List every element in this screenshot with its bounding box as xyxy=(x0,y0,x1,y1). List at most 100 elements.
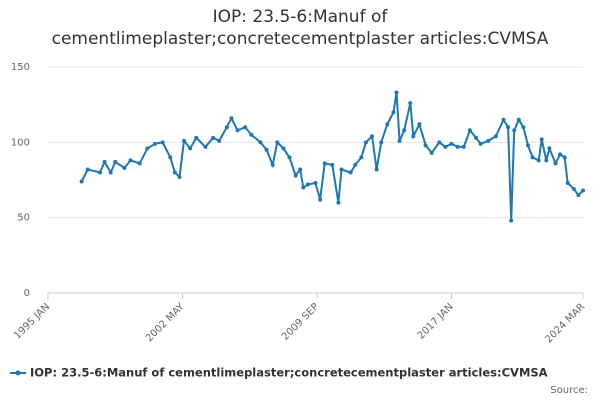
point xyxy=(313,181,318,186)
point xyxy=(385,122,390,127)
point xyxy=(437,140,442,145)
point xyxy=(455,144,460,149)
point xyxy=(562,155,567,160)
point xyxy=(402,128,407,133)
point xyxy=(128,158,133,163)
point xyxy=(478,141,483,146)
point xyxy=(235,128,240,133)
point xyxy=(486,138,491,143)
x-tick-label: 1995 JAN xyxy=(12,301,52,341)
point xyxy=(443,144,448,149)
point xyxy=(160,140,165,145)
point xyxy=(512,128,517,133)
point xyxy=(287,155,292,160)
point xyxy=(275,140,280,145)
point xyxy=(182,138,187,143)
point xyxy=(203,144,208,149)
point xyxy=(188,146,193,151)
point xyxy=(509,218,514,223)
point xyxy=(85,167,90,172)
chart-title: IOP: 23.5-6:Manuf of xyxy=(213,7,389,27)
point xyxy=(301,185,306,190)
point xyxy=(359,155,364,160)
point xyxy=(298,167,303,172)
point xyxy=(370,134,375,139)
point xyxy=(258,140,263,145)
y-tick-label: 0 xyxy=(24,288,30,299)
point xyxy=(394,90,399,95)
point xyxy=(474,135,478,140)
point xyxy=(553,161,558,166)
point xyxy=(145,146,150,151)
point xyxy=(353,162,358,167)
point xyxy=(467,128,472,133)
point xyxy=(108,170,113,175)
x-tick-label: 2024 MAR xyxy=(543,301,587,345)
point xyxy=(177,174,182,179)
point xyxy=(322,161,327,166)
y-tick-label: 150 xyxy=(11,62,30,73)
point xyxy=(493,134,498,139)
point xyxy=(243,125,248,130)
point xyxy=(374,167,379,172)
point xyxy=(79,179,84,184)
point xyxy=(270,162,275,167)
legend-marker xyxy=(15,370,21,376)
point xyxy=(229,116,234,121)
point xyxy=(544,158,549,163)
point xyxy=(576,193,581,198)
point xyxy=(530,155,535,160)
point xyxy=(429,150,434,155)
point xyxy=(168,155,173,160)
y-tick-label: 100 xyxy=(11,137,30,148)
point xyxy=(417,122,422,127)
legend-label: IOP: 23.5-6:Manuf of cementlimeplaster;c… xyxy=(30,366,548,380)
point xyxy=(411,134,416,139)
point xyxy=(97,170,102,175)
y-tick-label: 50 xyxy=(17,213,30,224)
point xyxy=(525,143,530,148)
point xyxy=(339,167,344,172)
point xyxy=(172,170,177,175)
point xyxy=(348,170,353,175)
point xyxy=(565,181,570,186)
point xyxy=(336,200,341,205)
x-tick-label: 2009 SEP xyxy=(280,301,321,342)
point xyxy=(461,144,466,149)
point xyxy=(581,188,585,193)
point xyxy=(391,110,396,115)
point xyxy=(249,132,254,137)
point xyxy=(539,137,544,142)
point xyxy=(122,165,127,170)
point xyxy=(397,138,402,143)
point xyxy=(153,141,157,146)
point xyxy=(113,159,118,164)
point xyxy=(408,101,413,106)
point xyxy=(501,117,506,122)
point xyxy=(293,173,298,178)
point xyxy=(558,152,563,157)
point xyxy=(536,158,541,163)
point xyxy=(102,159,107,164)
point xyxy=(264,147,269,152)
point xyxy=(423,143,428,148)
point xyxy=(379,140,384,145)
point xyxy=(516,117,521,122)
point xyxy=(217,138,222,143)
point xyxy=(305,182,310,187)
point xyxy=(137,161,142,166)
point xyxy=(318,197,323,202)
point xyxy=(547,146,552,151)
point xyxy=(449,141,454,146)
source: Source: xyxy=(550,385,588,396)
point xyxy=(281,146,286,151)
point xyxy=(521,125,526,130)
point xyxy=(194,135,199,140)
point xyxy=(571,187,576,192)
point xyxy=(363,140,368,145)
point xyxy=(506,125,511,130)
point xyxy=(224,125,229,130)
x-tick-label: 2002 MAY xyxy=(144,301,187,344)
